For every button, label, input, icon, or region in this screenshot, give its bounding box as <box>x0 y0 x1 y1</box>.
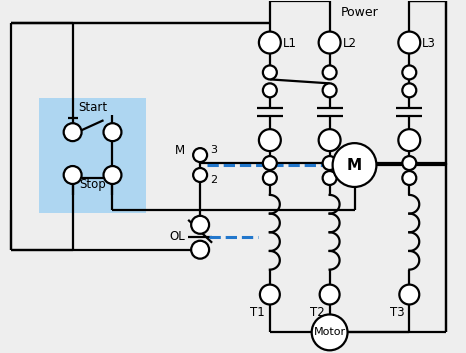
Text: Power: Power <box>341 6 378 19</box>
Circle shape <box>319 129 341 151</box>
Text: M: M <box>347 157 362 173</box>
Circle shape <box>103 123 122 141</box>
Text: M: M <box>175 144 185 157</box>
Circle shape <box>260 285 280 305</box>
FancyBboxPatch shape <box>39 98 146 213</box>
Circle shape <box>259 129 281 151</box>
Circle shape <box>398 31 420 54</box>
Circle shape <box>322 171 336 185</box>
Text: Stop: Stop <box>79 179 106 191</box>
Circle shape <box>402 156 416 170</box>
Circle shape <box>103 166 122 184</box>
Circle shape <box>64 166 82 184</box>
Text: T1: T1 <box>250 306 265 319</box>
Circle shape <box>259 31 281 54</box>
Circle shape <box>402 65 416 79</box>
Circle shape <box>191 216 209 234</box>
Text: Start: Start <box>78 101 107 114</box>
Circle shape <box>64 123 82 141</box>
Circle shape <box>398 129 420 151</box>
Text: L1: L1 <box>283 37 297 50</box>
Text: L3: L3 <box>422 37 436 50</box>
Circle shape <box>399 285 419 305</box>
Text: Motor: Motor <box>314 327 346 337</box>
Text: 2: 2 <box>210 175 217 185</box>
Text: T3: T3 <box>390 306 404 319</box>
Circle shape <box>263 65 277 79</box>
Circle shape <box>402 171 416 185</box>
Text: 3: 3 <box>210 145 217 155</box>
Circle shape <box>402 83 416 97</box>
Circle shape <box>322 83 336 97</box>
Circle shape <box>191 241 209 259</box>
Circle shape <box>312 315 348 350</box>
Circle shape <box>193 148 207 162</box>
Circle shape <box>263 171 277 185</box>
Circle shape <box>263 156 277 170</box>
Text: OL: OL <box>170 230 185 243</box>
Circle shape <box>263 83 277 97</box>
Circle shape <box>322 156 336 170</box>
Text: T2: T2 <box>310 306 325 319</box>
Circle shape <box>322 65 336 79</box>
Circle shape <box>193 168 207 182</box>
Circle shape <box>333 143 377 187</box>
Circle shape <box>319 31 341 54</box>
Circle shape <box>320 285 340 305</box>
Text: L2: L2 <box>343 37 356 50</box>
